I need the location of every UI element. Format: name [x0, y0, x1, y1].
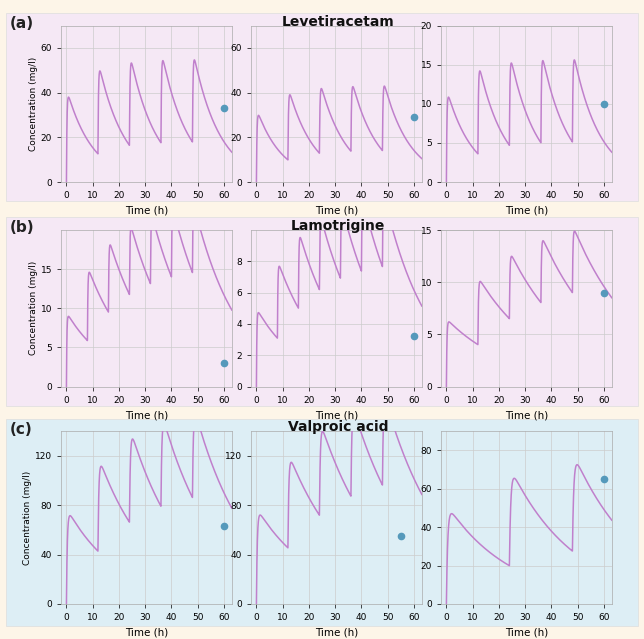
- X-axis label: Time (h): Time (h): [505, 627, 548, 638]
- Text: (a): (a): [10, 16, 33, 31]
- Text: Valproic acid: Valproic acid: [288, 420, 388, 435]
- X-axis label: Time (h): Time (h): [125, 206, 168, 216]
- Y-axis label: Concentration (mg/l): Concentration (mg/l): [29, 57, 38, 151]
- X-axis label: Time (h): Time (h): [315, 410, 358, 420]
- X-axis label: Time (h): Time (h): [315, 627, 358, 638]
- X-axis label: Time (h): Time (h): [315, 206, 358, 216]
- Y-axis label: Concentration (mg/l): Concentration (mg/l): [29, 261, 38, 355]
- Text: (c): (c): [10, 422, 32, 436]
- X-axis label: Time (h): Time (h): [505, 410, 548, 420]
- Text: Lamotrigine: Lamotrigine: [291, 219, 385, 233]
- Text: Levetiracetam: Levetiracetam: [281, 15, 395, 29]
- Y-axis label: Concentration (mg/l): Concentration (mg/l): [23, 470, 32, 565]
- Text: (b): (b): [10, 220, 34, 235]
- X-axis label: Time (h): Time (h): [125, 410, 168, 420]
- X-axis label: Time (h): Time (h): [125, 627, 168, 638]
- X-axis label: Time (h): Time (h): [505, 206, 548, 216]
